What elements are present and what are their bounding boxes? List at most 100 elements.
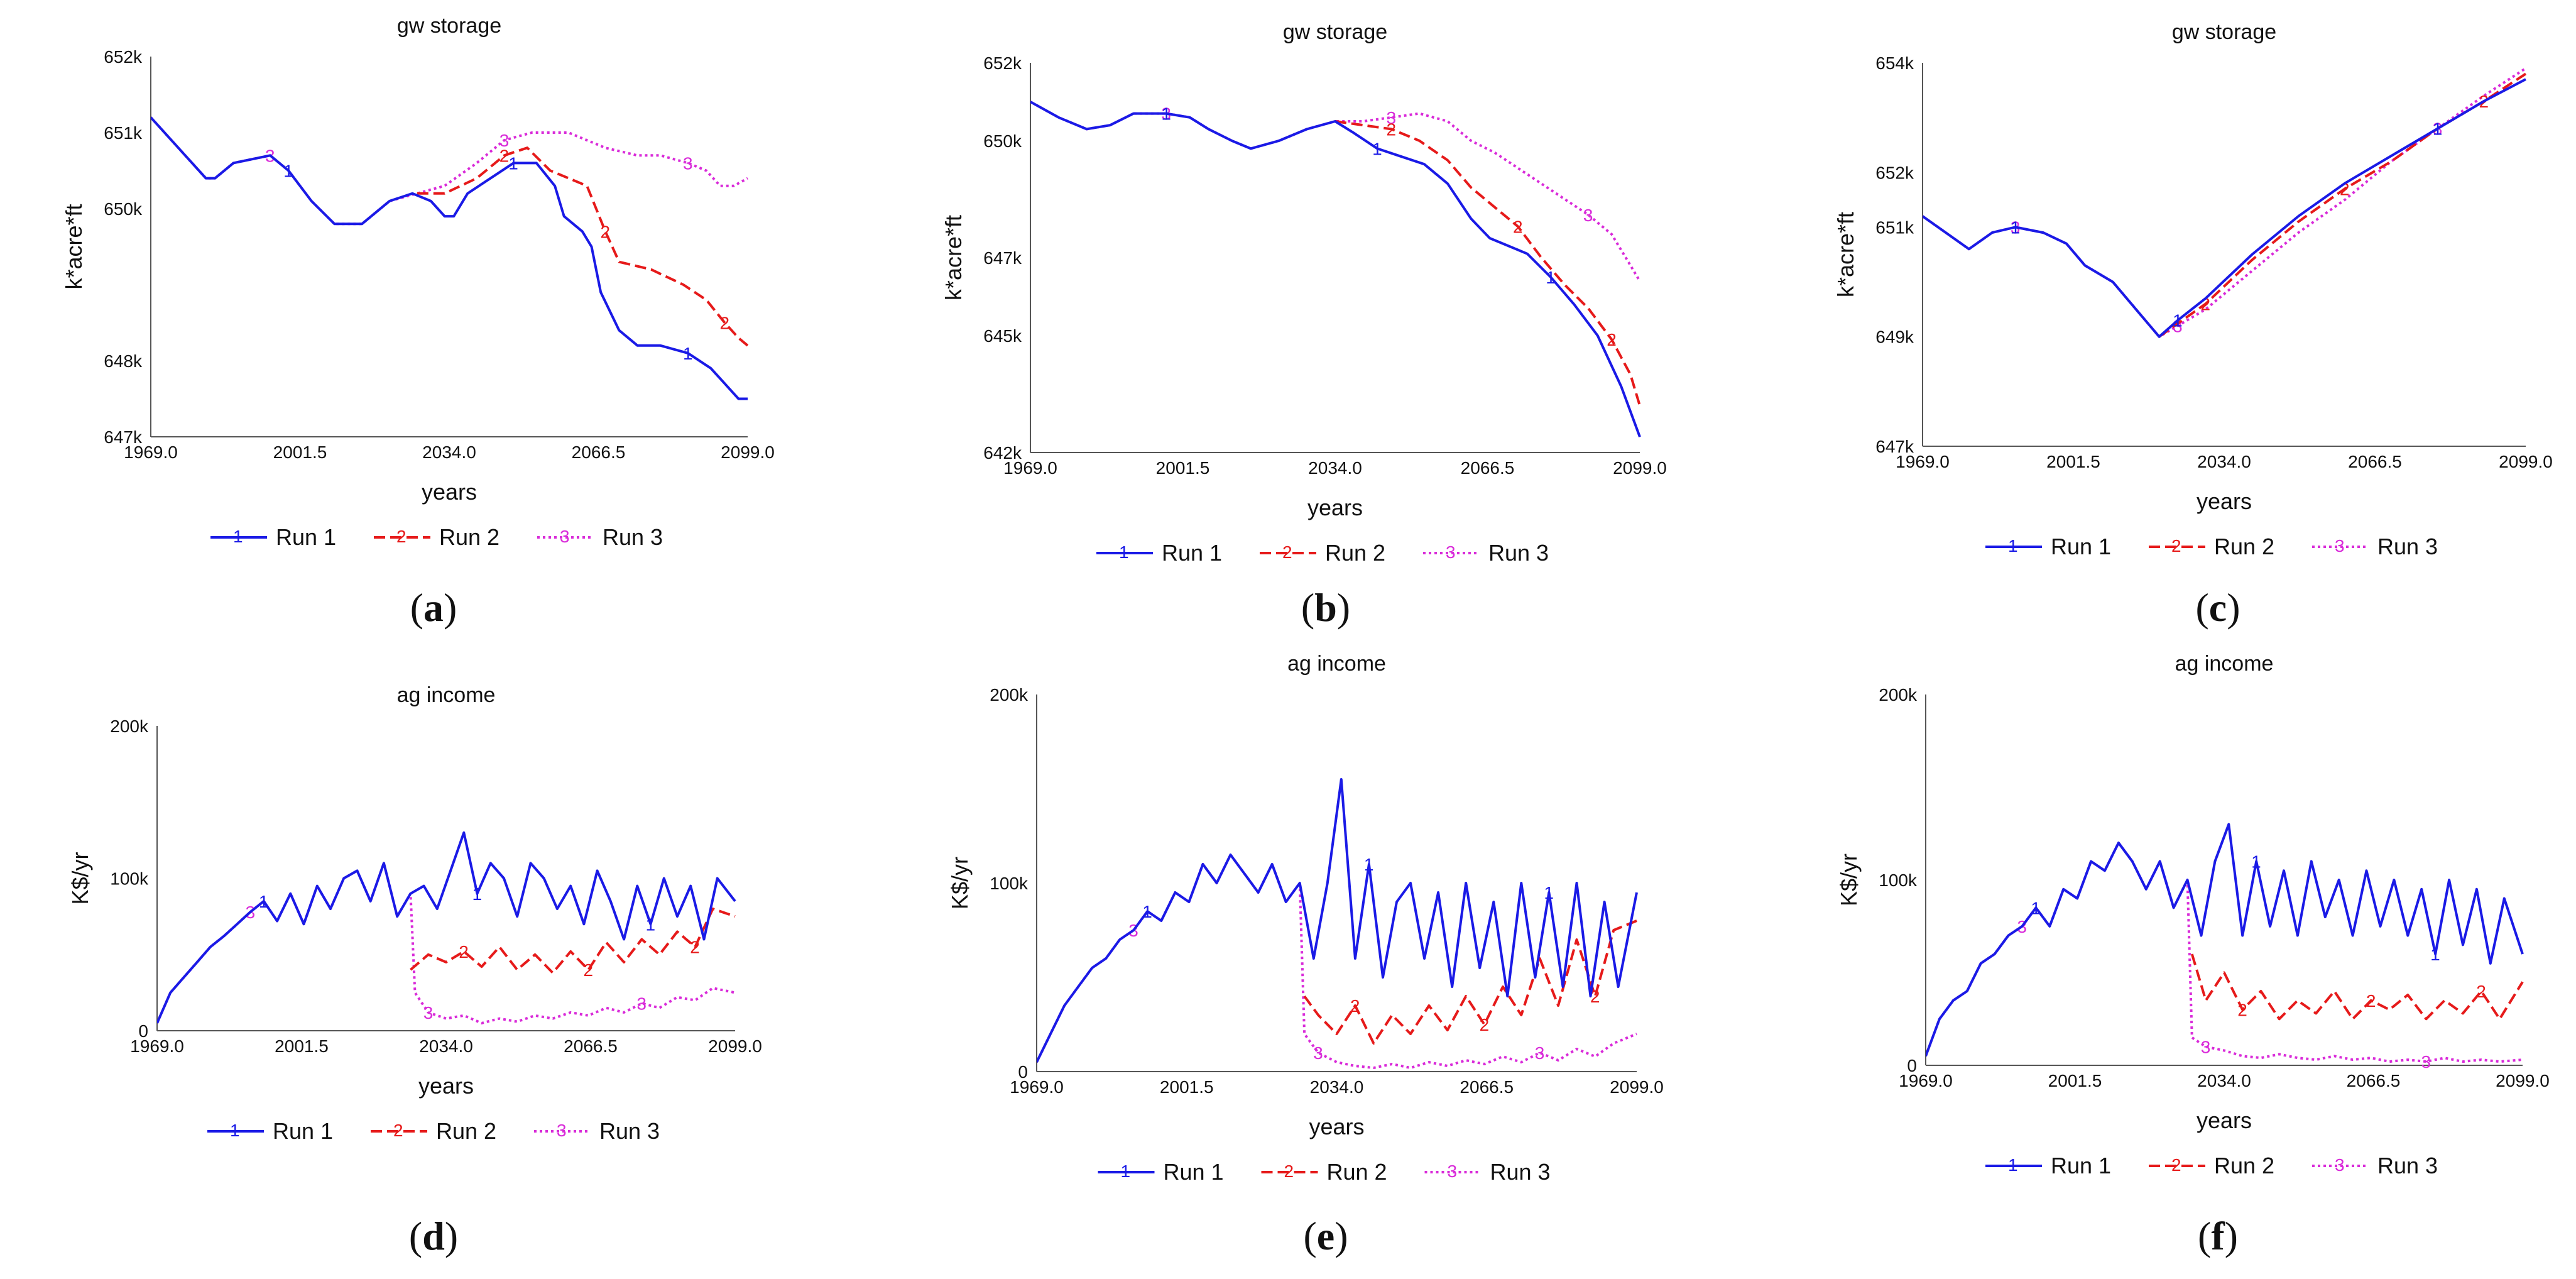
legend-marker-1: 1 <box>233 527 243 546</box>
y-tick-label: 200k <box>1879 685 1918 705</box>
series-marker-2: 2 <box>690 938 700 957</box>
x-tick-label: 2099.0 <box>708 1036 762 1056</box>
series-marker-2: 2 <box>583 960 593 980</box>
series-marker-2: 2 <box>1350 996 1360 1016</box>
y-tick-label: 650k <box>983 131 1022 151</box>
y-tick-label: 652k <box>983 53 1022 73</box>
legend-label-run-2: Run 2 <box>436 1118 496 1144</box>
series-line-run-2 <box>2190 953 2524 1021</box>
series-marker-2: 2 <box>2476 982 2486 1001</box>
caption-close: ) <box>444 585 457 630</box>
y-tick-label: 0 <box>138 1021 148 1041</box>
y-tick-label: 651k <box>104 123 143 143</box>
series-line-run-1 <box>1923 78 2526 338</box>
legend-marker-1: 1 <box>2008 1155 2018 1175</box>
y-tick-label: 647k <box>983 248 1022 268</box>
legend-marker-2: 2 <box>2171 1155 2181 1175</box>
legend-marker-2: 2 <box>1284 1161 1294 1181</box>
x-axis-label: years <box>1309 1114 1364 1139</box>
series-marker-2: 2 <box>1607 330 1617 349</box>
legend-label-run-2: Run 2 <box>1327 1159 1387 1185</box>
x-tick-label: 2099.0 <box>1610 1077 1664 1097</box>
y-axis-label: K$/yr <box>67 852 93 904</box>
chart-svg-b: gw storage 1969.0 2001.5 2034.0 2066.5 2099.0… <box>941 20 1667 566</box>
x-tick-label: 2066.5 <box>1460 1077 1514 1097</box>
legend-marker-3: 3 <box>2335 1155 2345 1175</box>
series-line-run-3 <box>1030 101 1641 282</box>
caption-a: (a) <box>339 585 528 631</box>
chart-title: gw storage <box>2172 20 2276 44</box>
series-marker-2: 2 <box>600 222 610 241</box>
series-marker-2: 2 <box>1513 217 1523 236</box>
caption-open: ( <box>1303 1214 1317 1258</box>
y-axis-label: K$/yr <box>1836 854 1862 906</box>
legend-label-run-1: Run 1 <box>1164 1159 1224 1185</box>
x-tick-label: 2099.0 <box>721 442 775 462</box>
series-marker-3: 3 <box>499 131 510 150</box>
legend-marker-1: 1 <box>1119 542 1129 562</box>
caption-close: ) <box>2227 585 2240 630</box>
x-tick-label: 2034.0 <box>2197 452 2251 471</box>
x-tick-label: 2034.0 <box>1308 458 1362 478</box>
series-marker-2: 2 <box>459 942 469 962</box>
caption-f: (f) <box>2124 1213 2312 1260</box>
x-axis-label: years <box>422 479 477 505</box>
series-marker-1: 1 <box>1161 104 1171 124</box>
y-tick-label: 100k <box>110 869 149 889</box>
series-line-run-1 <box>1037 778 1638 1063</box>
y-tick-label: 645k <box>983 326 1022 346</box>
y-tick-label: 648k <box>104 351 143 371</box>
x-tick-label: 2099.0 <box>2499 452 2553 471</box>
series-marker-2: 2 <box>1480 1015 1490 1035</box>
series-marker-1: 1 <box>1544 883 1554 903</box>
series-line-run-1 <box>1030 101 1641 437</box>
chart-svg-f: ag income 1969.0 2001.5 2034.0 2066.5 2099.0 0… <box>1836 652 2550 1178</box>
y-tick-label: 100k <box>1879 870 1918 890</box>
series-marker-3: 3 <box>1583 206 1593 225</box>
series-line-run-1 <box>1926 823 2524 1057</box>
legend-label-run-2: Run 2 <box>2214 1153 2274 1178</box>
legend-marker-3: 3 <box>2335 536 2345 556</box>
caption-e: (e) <box>1231 1213 1420 1260</box>
series-marker-3: 3 <box>636 994 647 1013</box>
series-line-run-2 <box>1303 919 1637 1045</box>
caption-open: ( <box>2195 585 2209 630</box>
x-axis-label: years <box>418 1073 474 1099</box>
series-marker-1: 1 <box>259 892 269 911</box>
caption-d: (d) <box>339 1213 528 1260</box>
x-axis-label: years <box>2197 1107 2252 1133</box>
x-tick-label: 2001.5 <box>1156 458 1210 478</box>
x-tick-label: 2066.5 <box>2347 1071 2401 1090</box>
legend-label-run-3: Run 3 <box>2377 1153 2438 1178</box>
x-tick-label: 2034.0 <box>1310 1077 1364 1097</box>
x-tick-label: 2066.5 <box>572 442 626 462</box>
series-marker-1: 1 <box>508 153 518 173</box>
series-line-run-3 <box>1923 67 2527 338</box>
series-marker-1: 1 <box>1546 268 1556 287</box>
x-tick-label: 2066.5 <box>1461 458 1515 478</box>
y-axis-label: k*acre*ft <box>61 204 87 289</box>
x-tick-label: 2034.0 <box>422 442 476 462</box>
series-marker-3: 3 <box>2421 1052 2431 1072</box>
chart-title: gw storage <box>397 14 501 38</box>
chart-title: ag income <box>2175 652 2274 676</box>
x-tick-label: 1969.0 <box>1899 1071 1953 1090</box>
y-tick-label: 200k <box>110 716 149 736</box>
series-marker-3: 3 <box>1535 1043 1545 1063</box>
x-tick-label: 2001.5 <box>2046 452 2100 471</box>
panel-a: gw storage 1969.0 2001.5 2034.0 2066.5 2099.0… <box>38 0 775 578</box>
x-tick-label: 2001.5 <box>1160 1077 1214 1097</box>
caption-close: ) <box>1336 585 1351 630</box>
legend-marker-3: 3 <box>1446 542 1456 562</box>
series-marker-2: 2 <box>1590 987 1600 1006</box>
x-axis-label: years <box>1307 495 1363 520</box>
y-axis-label: K$/yr <box>947 857 973 909</box>
caption-letter: e <box>1316 1214 1335 1258</box>
y-tick-label: 651k <box>1875 217 1914 237</box>
series-marker-1: 1 <box>1142 902 1152 921</box>
caption-letter: a <box>423 585 444 630</box>
series-marker-2: 2 <box>2366 991 2376 1011</box>
series-marker-1: 1 <box>472 884 483 904</box>
x-tick-label: 2034.0 <box>2197 1071 2251 1090</box>
legend-label-run-3: Run 3 <box>603 524 663 550</box>
